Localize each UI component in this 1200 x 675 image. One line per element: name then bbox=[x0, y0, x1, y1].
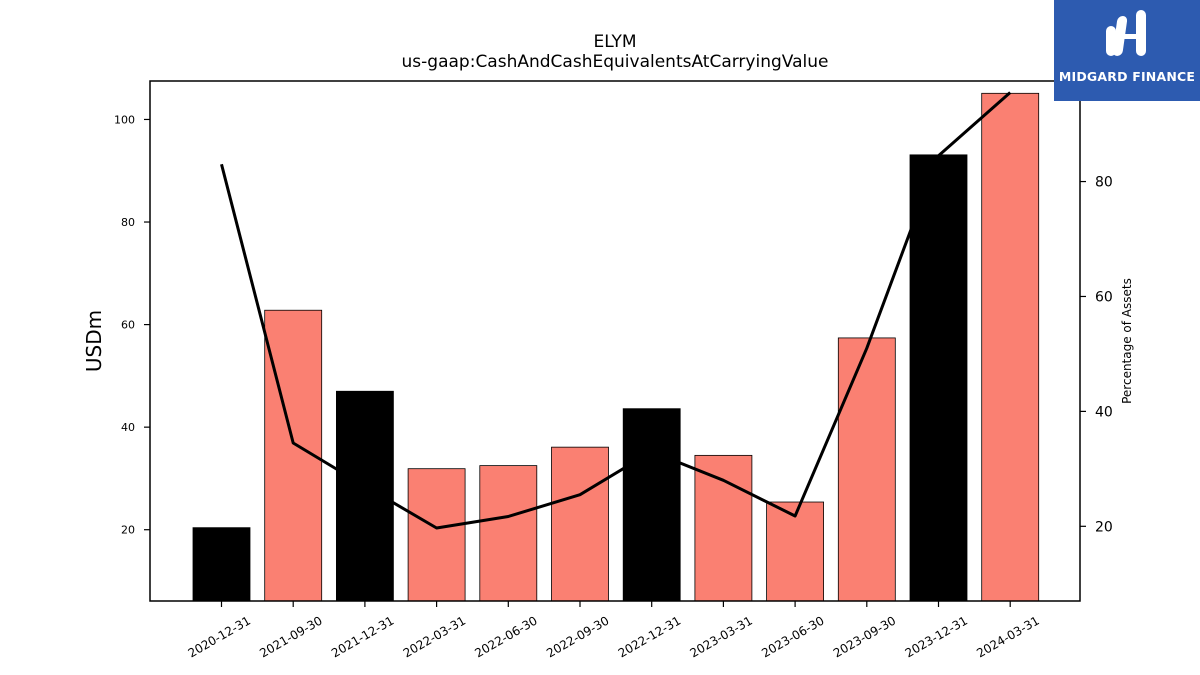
y2-tick-label: 20 bbox=[1095, 519, 1113, 535]
bar-2023-06-30 bbox=[766, 501, 824, 602]
left-axis-ticks: 20 40 60 80 100 bbox=[114, 113, 150, 537]
bar-2023-03-31 bbox=[694, 454, 753, 602]
chart-title: ELYM bbox=[593, 32, 637, 52]
y2-tick-label: 80 bbox=[1095, 175, 1113, 191]
bar-series bbox=[192, 92, 1040, 602]
brand-logo: MIDGARD FINANCE bbox=[1054, 0, 1200, 101]
x-tick-label: 2023-09-30 bbox=[831, 613, 898, 660]
brand-name: MIDGARD FINANCE bbox=[1058, 69, 1196, 84]
x-tick-label: 2020-12-31 bbox=[186, 613, 253, 660]
plot-frame bbox=[149, 80, 1081, 602]
x-tick-label: 2023-12-31 bbox=[903, 613, 970, 660]
y-tick-label: 40 bbox=[121, 421, 135, 434]
y2-tick-label: 40 bbox=[1095, 404, 1113, 420]
midgard-logo-icon bbox=[1106, 10, 1146, 56]
x-tick-label: 2022-06-30 bbox=[472, 613, 539, 660]
x-tick-label: 2023-06-30 bbox=[759, 613, 826, 660]
bar-2020-12-31 bbox=[192, 527, 251, 602]
x-tick-label: 2021-12-31 bbox=[329, 613, 396, 660]
bar-2022-12-31 bbox=[622, 408, 681, 602]
y-tick-label: 100 bbox=[114, 113, 135, 126]
bar-2023-12-31 bbox=[909, 154, 968, 602]
bar-2024-03-31 bbox=[981, 92, 1040, 602]
percentage-line bbox=[220, 91, 1012, 530]
y-tick-label: 60 bbox=[121, 319, 135, 332]
bar-2022-03-31 bbox=[407, 468, 466, 602]
y-tick-label: 80 bbox=[121, 216, 135, 229]
y2-tick-label: 60 bbox=[1095, 289, 1113, 305]
x-tick-label: 2023-03-31 bbox=[687, 613, 754, 660]
x-tick-label: 2024-03-31 bbox=[974, 613, 1041, 660]
line-series bbox=[220, 91, 1012, 530]
right-axis-ticks: 20 40 60 80 bbox=[1080, 175, 1113, 535]
x-axis-ticks: 2020-12-31 2021-09-30 2021-12-31 2022-03-31… bbox=[186, 601, 1042, 660]
x-tick-label: 2022-03-31 bbox=[401, 613, 468, 660]
x-tick-label: 2022-09-30 bbox=[544, 613, 611, 660]
y-tick-label: 20 bbox=[121, 524, 135, 537]
bar-2022-06-30 bbox=[479, 465, 538, 602]
bar-2022-09-30 bbox=[551, 446, 609, 602]
x-tick-label: 2022-12-31 bbox=[616, 613, 683, 660]
bar-2023-09-30 bbox=[837, 337, 896, 602]
chart-subtitle: us-gaap:CashAndCashEquivalentsAtCarrying… bbox=[401, 52, 829, 72]
y-axis-label: USDm bbox=[82, 310, 106, 372]
x-tick-label: 2021-09-30 bbox=[257, 613, 324, 660]
y2-axis-label: Percentage of Assets bbox=[1120, 278, 1134, 404]
